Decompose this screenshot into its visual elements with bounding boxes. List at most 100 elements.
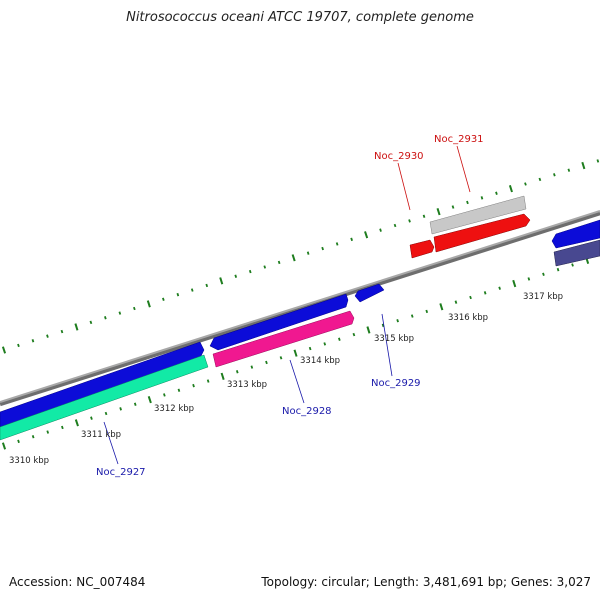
- lower-track-minor-tick: [163, 393, 166, 397]
- gene-feature-noc2928[interactable]: [212, 310, 355, 368]
- lower-track-minor-tick: [46, 430, 50, 434]
- lower-track-major-tick: [220, 372, 225, 380]
- lower-track-major-tick: [512, 279, 517, 288]
- gene-feature-noc2927[interactable]: [0, 354, 209, 441]
- leader-noc2931: [456, 145, 471, 193]
- lower-track-minor-tick: [571, 263, 574, 267]
- leader-noc2930: [397, 162, 411, 211]
- upper-track-minor-tick: [393, 223, 397, 228]
- gene-feature-blue-right[interactable]: [551, 219, 600, 249]
- upper-track-minor-tick: [162, 297, 165, 301]
- lower-track-major-tick: [366, 326, 371, 334]
- kbp-label-3314: 3314 kbp: [300, 356, 340, 366]
- lower-track-minor-tick: [265, 360, 268, 365]
- kbp-label-3316: 3316 kbp: [448, 313, 488, 323]
- upper-track-minor-tick: [263, 265, 267, 269]
- lower-track-minor-tick: [279, 356, 283, 360]
- lower-track-major-tick: [439, 303, 444, 311]
- lower-track-minor-tick: [542, 272, 545, 276]
- lower-track-minor-tick: [469, 295, 472, 300]
- lower-track-minor-tick: [556, 267, 560, 272]
- lower-track-minor-tick: [527, 277, 531, 281]
- upper-track-minor-tick: [190, 288, 194, 292]
- lower-track-minor-tick: [483, 291, 487, 295]
- leader-noc2927: [103, 421, 119, 465]
- upper-track-major-tick: [581, 161, 586, 170]
- upper-track-minor-tick: [118, 311, 122, 315]
- lower-track-minor-tick: [104, 411, 108, 416]
- gene-feature-blue-mid[interactable]: [209, 293, 349, 351]
- leader-noc2928: [289, 359, 305, 404]
- upper-track-minor-tick: [524, 182, 527, 186]
- upper-track-minor-tick: [277, 260, 281, 265]
- lower-track-minor-tick: [206, 379, 210, 383]
- genome-backbone-shadow: [0, 210, 600, 407]
- lower-track-minor-tick: [410, 314, 414, 318]
- lower-track-minor-tick: [381, 323, 385, 328]
- upper-track-minor-tick: [350, 237, 353, 242]
- lower-track-minor-tick: [308, 346, 312, 351]
- gene-feature-noc2931[interactable]: [433, 213, 531, 253]
- genome-summary-text: Topology: circular; Length: 3,481,691 bp…: [261, 575, 591, 589]
- upper-track-major-tick: [364, 231, 369, 239]
- lower-track-minor-tick: [17, 439, 20, 444]
- upper-track-minor-tick: [17, 343, 20, 348]
- upper-track-minor-tick: [538, 177, 542, 182]
- upper-track-minor-tick: [480, 196, 484, 200]
- gene-feature-noc2929[interactable]: [354, 283, 385, 303]
- upper-track-minor-tick: [205, 283, 209, 288]
- upper-track-minor-tick: [248, 269, 252, 274]
- kbp-label-3311: 3311 kbp: [81, 430, 121, 440]
- upper-track-minor-tick: [89, 320, 93, 325]
- upper-track-major-tick: [219, 277, 224, 285]
- upper-track-minor-tick: [408, 219, 411, 223]
- upper-track-minor-tick: [596, 159, 600, 163]
- upper-track-minor-tick: [553, 173, 556, 177]
- lower-tick-track: [1, 256, 590, 450]
- lower-track-minor-tick: [31, 435, 35, 439]
- upper-track-minor-tick: [234, 274, 238, 278]
- lower-track-minor-tick: [498, 286, 501, 290]
- gene-feature-noc2930[interactable]: [409, 239, 435, 259]
- map-title: Nitrosococcus oceani ATCC 19707, complet…: [126, 10, 474, 25]
- upper-track-minor-tick: [133, 306, 136, 311]
- genome-backbone: [0, 210, 600, 403]
- upper-track-minor-tick: [451, 205, 455, 209]
- leader-noc2929: [381, 313, 393, 377]
- gene-label-noc2929: Noc_2929: [371, 378, 421, 389]
- gene-label-noc2931: Noc_2931: [434, 134, 484, 145]
- kbp-label-3317: 3317 kbp: [523, 292, 563, 302]
- upper-track-minor-tick: [321, 246, 324, 251]
- upper-track-minor-tick: [379, 228, 382, 232]
- upper-track-major-tick: [508, 185, 513, 193]
- lower-track-minor-tick: [90, 416, 93, 420]
- upper-track-minor-tick: [104, 316, 107, 320]
- upper-track-major-tick: [436, 208, 441, 216]
- lower-track-minor-tick: [425, 309, 429, 314]
- lower-track-minor-tick: [396, 319, 399, 323]
- upper-track-minor-tick: [335, 242, 339, 246]
- gene-feature-blue-long[interactable]: [0, 341, 205, 428]
- lower-track-minor-tick: [192, 383, 195, 388]
- gene-feature-navy[interactable]: [553, 239, 600, 267]
- kbp-label-3312: 3312 kbp: [154, 404, 194, 414]
- accession-text: Accession: NC_007484: [9, 575, 146, 589]
- gene-feature-grey[interactable]: [429, 195, 527, 235]
- gene-label-noc2927: Noc_2927: [96, 467, 146, 478]
- upper-track-minor-tick: [46, 334, 49, 338]
- upper-track-major-tick: [74, 323, 79, 331]
- lower-track-minor-tick: [338, 337, 341, 341]
- upper-track-major-tick: [1, 346, 7, 354]
- kbp-label-3310: 3310 kbp: [9, 456, 49, 466]
- upper-track-minor-tick: [422, 214, 426, 218]
- lower-track-minor-tick: [133, 402, 137, 406]
- upper-track-major-tick: [291, 254, 296, 262]
- lower-track-minor-tick: [235, 370, 239, 374]
- lower-track-major-tick: [74, 419, 79, 427]
- lower-track-minor-tick: [119, 407, 122, 411]
- upper-track-minor-tick: [567, 168, 571, 172]
- lower-track-major-tick: [293, 349, 298, 357]
- upper-track-minor-tick: [176, 292, 180, 297]
- gene-label-noc2928: Noc_2928: [282, 406, 332, 417]
